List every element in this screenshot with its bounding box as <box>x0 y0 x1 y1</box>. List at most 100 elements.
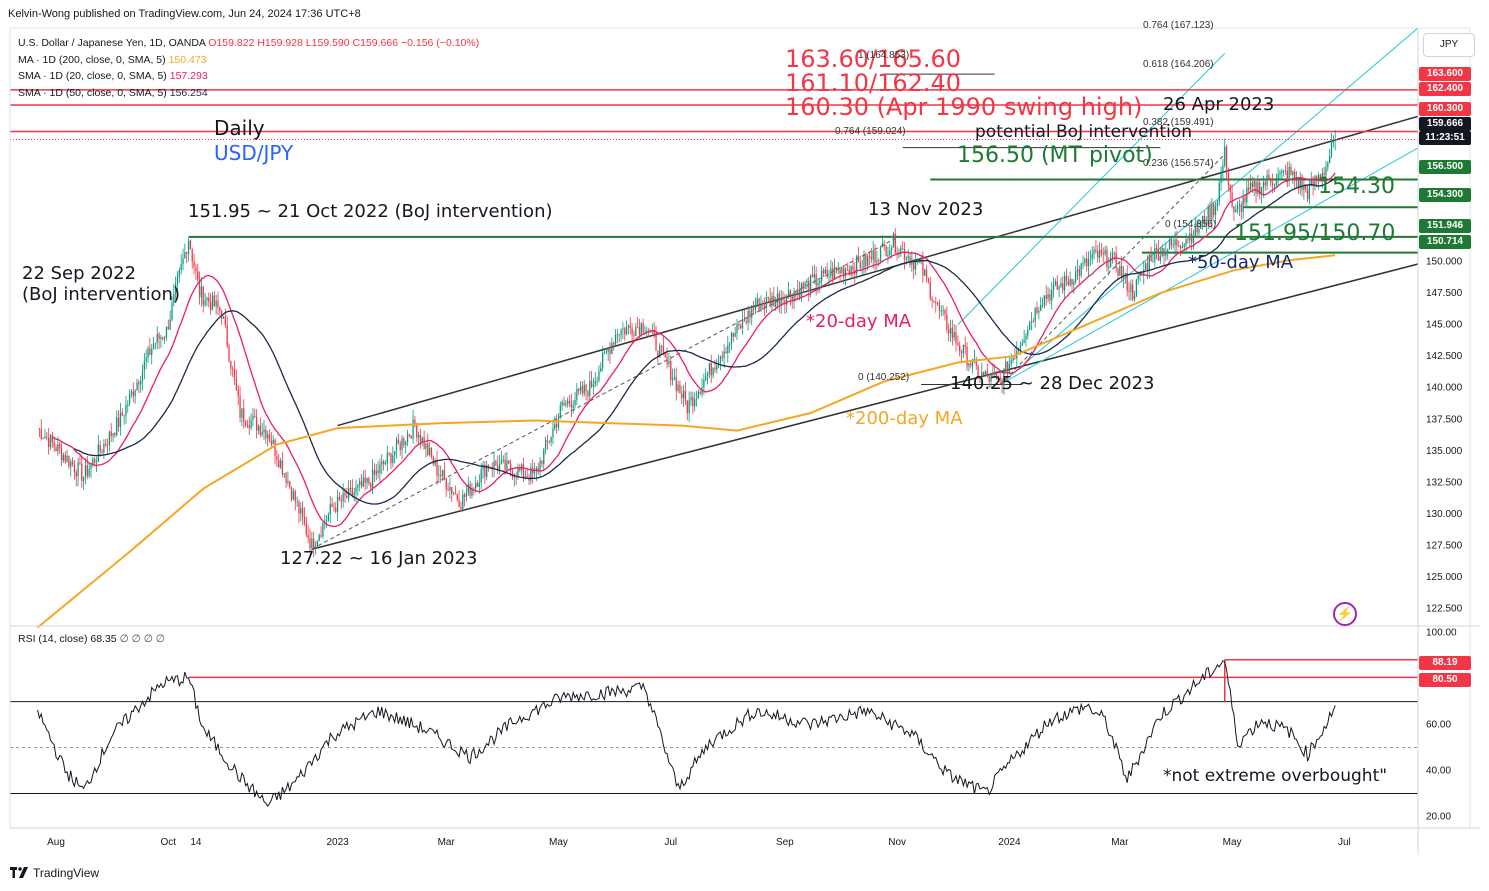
candle-body <box>662 346 665 353</box>
candle-body <box>171 302 173 320</box>
candle-body <box>423 437 425 449</box>
candle-body <box>325 520 328 523</box>
price-tag: 154.300 <box>1419 188 1471 202</box>
candle-body <box>292 491 295 500</box>
candle-body <box>366 477 368 483</box>
candle-body <box>574 399 576 406</box>
candle-body <box>68 455 70 467</box>
x-tick-label: Nov <box>888 837 906 848</box>
candle-body <box>902 248 904 250</box>
candle-body <box>300 508 302 514</box>
candle-body <box>484 464 486 477</box>
candle-body <box>1150 254 1152 262</box>
candle-body <box>1218 183 1220 202</box>
candle-body <box>64 454 66 462</box>
candle-body <box>1036 307 1038 313</box>
candle-body <box>1045 295 1047 299</box>
candle-body <box>771 295 773 306</box>
candle-body <box>191 249 193 262</box>
ma200-legend[interactable]: MA · 1D (200, close, 0, SMA, 5) <box>18 53 166 66</box>
candle-body <box>202 286 204 305</box>
candle-body <box>386 452 388 463</box>
candle-body <box>184 252 186 259</box>
candle-body <box>176 276 179 284</box>
candle-body <box>127 404 129 405</box>
candle-body <box>405 442 407 446</box>
candle-body <box>471 487 473 496</box>
fib-label: 1 (164.853) <box>858 50 910 61</box>
candle-body <box>222 316 225 319</box>
candle-body <box>1108 266 1110 268</box>
candle-body <box>817 283 819 286</box>
candle-body <box>931 298 933 301</box>
candle-body <box>1211 203 1213 220</box>
candle-body <box>158 333 160 340</box>
candle-body <box>114 433 116 436</box>
ma200-line <box>36 254 1336 629</box>
candle-body <box>703 379 705 388</box>
candle-body <box>151 348 153 356</box>
x-tick-label: Oct <box>161 837 177 848</box>
candle-body <box>714 367 716 370</box>
candle-body <box>103 443 105 453</box>
candle-body <box>922 259 924 276</box>
candle-body <box>1005 361 1007 369</box>
resistance-3-label: 160.30 (Apr 1990 swing high) <box>785 93 1143 121</box>
candle-body <box>581 386 584 394</box>
cyan-channel-mid <box>957 52 1226 325</box>
candle-body <box>51 434 53 442</box>
candle-body <box>371 469 374 488</box>
candle-body <box>285 473 287 483</box>
candle-body <box>379 464 381 473</box>
currency-button[interactable]: JPY <box>1423 33 1475 57</box>
candle-body <box>1163 248 1165 257</box>
candle-body <box>351 488 353 496</box>
candle-body <box>1275 181 1277 185</box>
candle-body <box>163 337 166 339</box>
candle-body <box>730 332 733 345</box>
candle-body <box>382 461 385 465</box>
candle-body <box>1290 166 1292 175</box>
candle-body <box>307 534 309 539</box>
candle-body <box>1014 357 1016 359</box>
candle-body <box>152 343 155 349</box>
candle-body <box>1260 187 1263 195</box>
candle-body <box>740 325 742 329</box>
candle-body <box>1063 275 1066 291</box>
candle-body <box>443 470 446 479</box>
candle-body <box>250 419 252 428</box>
candle-body <box>53 441 55 447</box>
candle-body <box>892 233 895 248</box>
lightning-icon[interactable]: ⚡ <box>1333 602 1357 626</box>
candle-body <box>105 443 107 445</box>
candle-body <box>320 535 322 537</box>
symbol-name[interactable]: U.S. Dollar / Japanese Yen, 1D, OANDA <box>18 37 206 49</box>
candle-body <box>734 333 736 337</box>
sma20-legend[interactable]: SMA · 1D (20, close, 0, SMA, 5) <box>18 70 167 82</box>
countdown-tag: 11:23:51 <box>1419 131 1471 145</box>
candle-body <box>1128 290 1130 292</box>
candle-body <box>219 307 221 311</box>
candle-body <box>276 455 278 460</box>
footer-brand[interactable]: TradingView <box>33 866 100 880</box>
candle-body <box>108 431 111 446</box>
candle-body <box>274 440 276 456</box>
rsi-legend[interactable]: RSI (14, close) 68.35 ∅ ∅ ∅ ∅ <box>18 633 165 645</box>
candle-body <box>725 351 727 354</box>
candle-body <box>44 436 46 439</box>
candle-body <box>1032 321 1034 322</box>
candle-body <box>186 252 188 254</box>
candle-body <box>406 434 409 443</box>
candle-body <box>1306 189 1309 200</box>
candle-body <box>209 301 212 310</box>
candle-body <box>940 310 942 312</box>
candle-body <box>638 327 641 335</box>
candle-body <box>1084 258 1086 264</box>
candle-body <box>476 483 479 487</box>
price-tag: 156.500 <box>1419 160 1471 174</box>
candle-body <box>870 256 873 260</box>
sma50-legend[interactable]: SMA · 1D (50, close, 0, SMA, 5) <box>18 86 167 99</box>
x-tick-label: Jul <box>1338 837 1351 848</box>
candle-body <box>868 256 871 258</box>
